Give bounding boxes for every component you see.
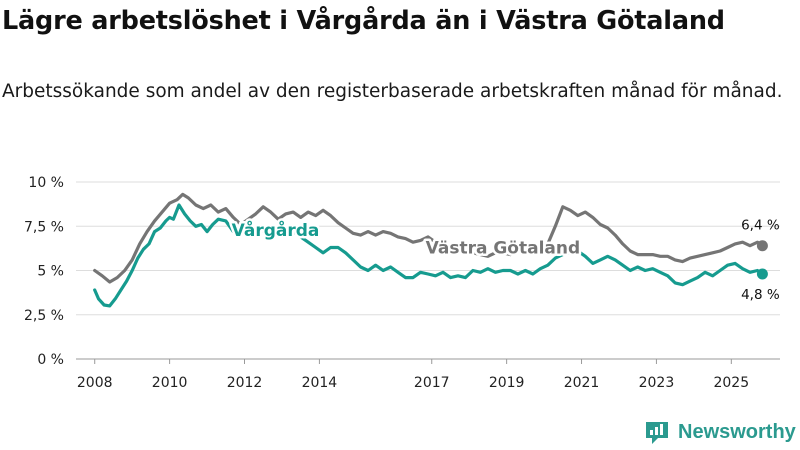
x-tick-label: 2008 xyxy=(77,375,113,391)
end-value-label-v-stra-g-taland: 6,4 % xyxy=(741,218,780,234)
series-labels: 6,4 % 4,8 % Västra Götaland Vårgårda xyxy=(229,216,780,303)
x-axis: 2008 2010 2012 2014 2017 2019 2021 2023 2025 xyxy=(77,359,749,391)
y-tick-label: 2,5 % xyxy=(24,308,64,324)
y-tick-label: 0 % xyxy=(37,352,64,368)
series-end-point-v-stra-g-taland xyxy=(756,240,768,252)
x-tick-label: 2025 xyxy=(713,375,749,391)
y-tick-label: 7,5 % xyxy=(24,219,64,235)
brand-name: Newsworthy xyxy=(678,421,796,443)
series-label-vargarda: Vårgårda xyxy=(232,219,320,241)
x-tick-label: 2019 xyxy=(489,375,525,391)
newsworthy-logo-icon xyxy=(646,422,668,444)
x-tick-label: 2017 xyxy=(414,375,450,391)
x-tick-label: 2012 xyxy=(227,375,263,391)
x-tick-label: 2021 xyxy=(564,375,600,391)
y-tick-label: 5 % xyxy=(37,264,64,280)
series-line-v-rg-rda xyxy=(93,203,764,308)
chart-subtitle: Arbetssökande som andel av den registerb… xyxy=(2,81,783,102)
chart-title: Lägre arbetslöshet i Vårgårda än i Västr… xyxy=(2,6,725,36)
series-line-v-stra-g-taland xyxy=(93,192,764,284)
y-axis: 0 % 2,5 % 5 % 7,5 % 10 % xyxy=(24,175,64,368)
y-tick-label: 10 % xyxy=(28,175,64,191)
series-end-point-v-rg-rda xyxy=(756,268,768,280)
series-label-vastra-gotaland: Västra Götaland xyxy=(426,238,581,258)
x-tick-label: 2010 xyxy=(152,375,188,391)
series-lines xyxy=(93,192,768,308)
x-tick-label: 2014 xyxy=(302,375,338,391)
x-tick-label: 2023 xyxy=(639,375,675,391)
gridlines xyxy=(76,181,780,360)
end-value-label-v-rg-rda: 4,8 % xyxy=(741,287,780,303)
